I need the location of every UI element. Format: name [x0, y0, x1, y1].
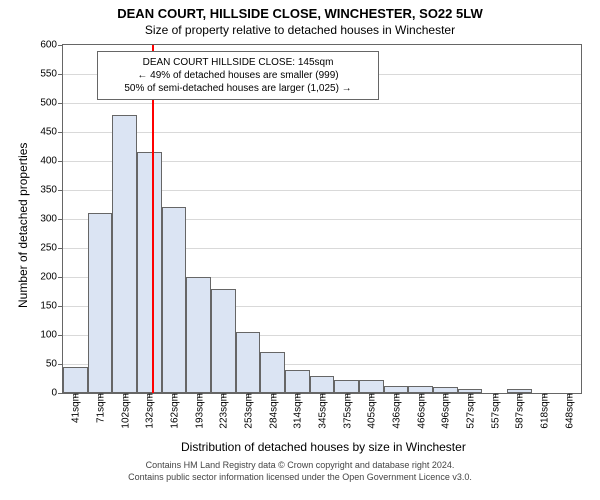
xtick-label: 648sqm — [562, 393, 575, 429]
xtick-label: 375sqm — [340, 393, 353, 429]
footer-attribution: Contains HM Land Registry data © Crown c… — [0, 460, 600, 483]
histogram-bar — [162, 207, 187, 393]
ytick-label: 250 — [40, 243, 63, 254]
xtick-label: 436sqm — [390, 393, 403, 429]
xtick-label: 466sqm — [414, 393, 427, 429]
x-axis-label: Distribution of detached houses by size … — [181, 440, 466, 454]
histogram-bar — [408, 386, 433, 393]
ytick-label: 350 — [40, 185, 63, 196]
xtick-label: 618sqm — [538, 393, 551, 429]
histogram-bar — [334, 380, 359, 393]
xtick-label: 314sqm — [291, 393, 304, 429]
histogram-bar — [384, 386, 409, 393]
chart-container: DEAN COURT, HILLSIDE CLOSE, WINCHESTER, … — [0, 0, 600, 500]
xtick-label: 587sqm — [513, 393, 526, 429]
xtick-label: 253sqm — [242, 393, 255, 429]
footer-line-1: Contains HM Land Registry data © Crown c… — [0, 460, 600, 472]
histogram-bar — [112, 115, 137, 393]
ytick-label: 550 — [40, 69, 63, 80]
y-axis-label: Number of detached properties — [16, 143, 30, 308]
ytick-label: 500 — [40, 98, 63, 109]
xtick-label: 223sqm — [217, 393, 230, 429]
xtick-label: 193sqm — [192, 393, 205, 429]
histogram-bar — [186, 277, 211, 393]
histogram-bar — [236, 332, 261, 393]
ytick-label: 0 — [51, 388, 63, 399]
histogram-bar — [88, 213, 113, 393]
gridline — [63, 132, 581, 133]
xtick-label: 71sqm — [94, 393, 107, 423]
xtick-label: 405sqm — [365, 393, 378, 429]
annotation-line: ← 49% of detached houses are smaller (99… — [104, 69, 372, 82]
xtick-label: 496sqm — [439, 393, 452, 429]
annotation-line: 50% of semi-detached houses are larger (… — [104, 82, 372, 95]
plot-area: 05010015020025030035040045050055060041sq… — [62, 44, 582, 394]
histogram-bar — [285, 370, 310, 393]
histogram-bar — [260, 352, 285, 393]
ytick-label: 600 — [40, 40, 63, 51]
xtick-label: 527sqm — [464, 393, 477, 429]
annotation-box: DEAN COURT HILLSIDE CLOSE: 145sqm← 49% o… — [97, 51, 379, 100]
xtick-label: 162sqm — [168, 393, 181, 429]
histogram-bar — [63, 367, 88, 393]
ytick-label: 50 — [46, 359, 63, 370]
ytick-label: 300 — [40, 214, 63, 225]
gridline — [63, 103, 581, 104]
annotation-line: DEAN COURT HILLSIDE CLOSE: 145sqm — [104, 56, 372, 69]
chart-title: DEAN COURT, HILLSIDE CLOSE, WINCHESTER, … — [0, 0, 600, 21]
ytick-label: 400 — [40, 156, 63, 167]
histogram-bar — [211, 289, 236, 393]
histogram-bar — [359, 380, 384, 393]
footer-line-2: Contains public sector information licen… — [0, 472, 600, 484]
xtick-label: 557sqm — [488, 393, 501, 429]
xtick-label: 41sqm — [69, 393, 82, 423]
ytick-label: 200 — [40, 272, 63, 283]
xtick-label: 345sqm — [316, 393, 329, 429]
xtick-label: 284sqm — [266, 393, 279, 429]
ytick-label: 100 — [40, 330, 63, 341]
chart-subtitle: Size of property relative to detached ho… — [0, 21, 600, 37]
histogram-bar — [137, 152, 162, 393]
xtick-label: 132sqm — [143, 393, 156, 429]
ytick-label: 450 — [40, 127, 63, 138]
ytick-label: 150 — [40, 301, 63, 312]
histogram-bar — [310, 376, 335, 393]
xtick-label: 102sqm — [118, 393, 131, 429]
